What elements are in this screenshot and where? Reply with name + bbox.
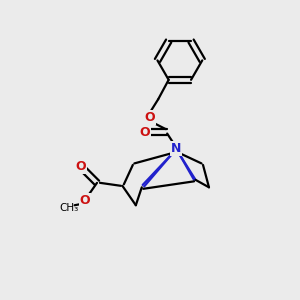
- Text: CH₃: CH₃: [59, 203, 78, 213]
- Text: O: O: [75, 160, 86, 173]
- Text: N: N: [171, 142, 181, 155]
- Text: O: O: [80, 194, 90, 207]
- Text: O: O: [144, 111, 154, 124]
- Text: O: O: [140, 126, 150, 139]
